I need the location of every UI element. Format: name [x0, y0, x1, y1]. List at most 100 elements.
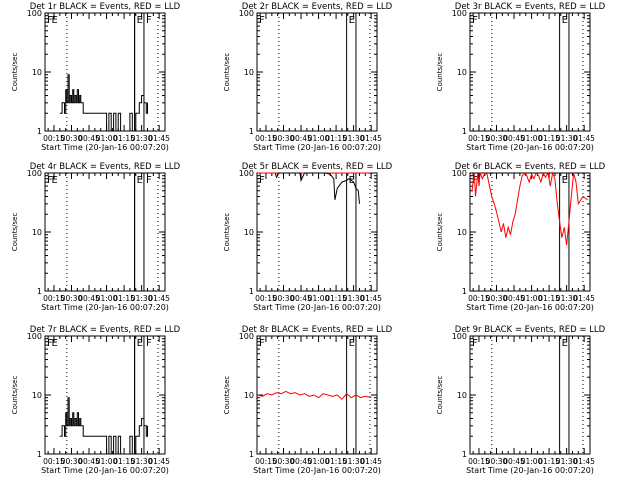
panel-title: Det 1r BLACK = Events, RED = LLD — [30, 2, 181, 12]
plot-frame — [469, 12, 591, 132]
y-tick-label: 1 — [462, 287, 467, 296]
panel-title: Det 2r BLACK = Events, RED = LLD — [242, 2, 393, 12]
x-axis-label: Start Time (20-Jan-16 00:07:20) — [466, 143, 594, 152]
y-tick-label: 10 — [244, 68, 254, 77]
y-tick-label: 100 — [27, 9, 42, 18]
x-tick-label: 00:30 — [486, 457, 508, 466]
x-tick-label: 00:45 — [78, 134, 100, 143]
x-tick-label: 01:30 — [131, 294, 153, 303]
y-axis-label: Counts/sec — [11, 376, 19, 415]
x-tick-label: 00:45 — [503, 134, 525, 143]
x-tick-label: 01:15 — [325, 457, 347, 466]
x-tick-label: 01:00 — [308, 294, 330, 303]
x-tick-label: 01:30 — [343, 457, 365, 466]
y-tick-label: 100 — [452, 332, 467, 341]
x-tick-label: 01:30 — [131, 134, 153, 143]
x-tick-label: 01:00 — [96, 134, 118, 143]
x-tick-label: 01:15 — [325, 134, 347, 143]
x-tick-label: 00:15 — [43, 457, 65, 466]
x-tick-label: 01:30 — [343, 134, 365, 143]
x-tick-label: 00:30 — [61, 294, 83, 303]
x-tick-label: 00:15 — [468, 294, 490, 303]
y-tick-label: 10 — [457, 68, 467, 77]
detector-panel: Det 9r BLACK = Events, RED = LLD 1 10 100 00… — [436, 325, 606, 475]
x-tick-label: 01:45 — [360, 134, 382, 143]
detector-panel: Det 1r BLACK = Events, RED = LLD 1 10 100 00… — [11, 2, 181, 152]
flag-letter: F — [146, 175, 152, 186]
detector-panel: Det 7r BLACK = Events, RED = LLD 1 10 100 00… — [11, 325, 181, 475]
y-tick-label: 1 — [249, 450, 254, 459]
panel-title: Det 8r BLACK = Events, RED = LLD — [242, 325, 393, 335]
y-tick-label: 100 — [239, 332, 254, 341]
x-tick-label: 01:45 — [360, 457, 382, 466]
y-tick-label: 100 — [27, 332, 42, 341]
x-tick-label: 01:00 — [308, 134, 330, 143]
x-axis-label: Start Time (20-Jan-16 00:07:20) — [41, 143, 169, 152]
x-tick-label: 00:15 — [255, 134, 277, 143]
x-tick-label: 00:30 — [486, 134, 508, 143]
events-series-line — [274, 172, 360, 204]
flag-letter: F — [146, 15, 152, 26]
x-tick-label: 01:00 — [96, 457, 118, 466]
flag-letter: E — [562, 338, 568, 349]
y-tick-label: 1 — [37, 127, 42, 136]
x-tick-label: 01:45 — [360, 294, 382, 303]
detector-panel: Det 6r BLACK = Events, RED = LLD 1 10 100 00… — [436, 162, 606, 312]
flag-letter: E — [349, 338, 355, 349]
x-tick-label: 00:45 — [290, 134, 312, 143]
y-tick-label: 100 — [239, 9, 254, 18]
y-axis-label: Counts/sec — [11, 53, 19, 92]
x-tick-label: 00:15 — [468, 457, 490, 466]
flag-letter: E — [51, 15, 57, 26]
x-tick-label: 01:30 — [556, 457, 578, 466]
x-axis-label: Start Time (20-Jan-16 00:07:20) — [253, 143, 381, 152]
x-tick-label: 01:15 — [113, 457, 135, 466]
flag-letter: F — [47, 338, 53, 349]
x-tick-label: 01:15 — [538, 134, 560, 143]
y-tick-label: 100 — [452, 9, 467, 18]
y-axis-label: Counts/sec — [11, 213, 19, 252]
flag-letter: E — [51, 175, 57, 186]
x-tick-label: 01:15 — [113, 134, 135, 143]
y-tick-label: 10 — [32, 391, 42, 400]
y-tick-label: 10 — [457, 228, 467, 237]
events-series-line — [59, 397, 148, 455]
plot-frame — [256, 335, 378, 455]
x-tick-label: 01:45 — [148, 294, 170, 303]
detector-panel: Det 3r BLACK = Events, RED = LLD 1 10 100 00… — [436, 2, 606, 152]
x-tick-label: 00:30 — [486, 294, 508, 303]
y-tick-label: 10 — [457, 391, 467, 400]
x-tick-label: 01:45 — [573, 457, 595, 466]
x-tick-label: 00:15 — [255, 294, 277, 303]
y-tick-label: 1 — [462, 450, 467, 459]
y-tick-label: 1 — [37, 287, 42, 296]
y-tick-label: 10 — [244, 391, 254, 400]
plot-frame — [44, 172, 166, 292]
flag-letter: E — [137, 15, 143, 26]
y-tick-label: 1 — [462, 127, 467, 136]
y-tick-label: 1 — [37, 450, 42, 459]
detector-panel: Det 2r BLACK = Events, RED = LLD 1 10 100 00… — [223, 2, 393, 152]
flag-letter: F — [259, 338, 265, 349]
x-tick-label: 00:45 — [78, 294, 100, 303]
x-tick-label: 01:45 — [148, 134, 170, 143]
x-tick-label: 00:30 — [273, 457, 295, 466]
x-tick-label: 01:15 — [325, 294, 347, 303]
y-tick-label: 100 — [239, 169, 254, 178]
x-tick-label: 01:30 — [343, 294, 365, 303]
y-tick-label: 10 — [244, 228, 254, 237]
detector-panel: Det 5r BLACK = Events, RED = LLD 1 10 100 00… — [223, 162, 393, 312]
x-tick-label: 01:15 — [113, 294, 135, 303]
flag-letter: F — [47, 175, 53, 186]
x-tick-label: 01:00 — [521, 134, 543, 143]
plot-frame — [256, 172, 378, 292]
flag-letter: E — [349, 15, 355, 26]
flag-letter: F — [259, 175, 265, 186]
x-tick-label: 00:45 — [503, 294, 525, 303]
x-tick-label: 01:30 — [556, 134, 578, 143]
x-axis-label: Start Time (20-Jan-16 00:07:20) — [466, 466, 594, 475]
x-tick-label: 00:15 — [468, 134, 490, 143]
x-tick-label: 01:30 — [556, 294, 578, 303]
plot-frame — [256, 12, 378, 132]
x-tick-label: 00:30 — [273, 134, 295, 143]
